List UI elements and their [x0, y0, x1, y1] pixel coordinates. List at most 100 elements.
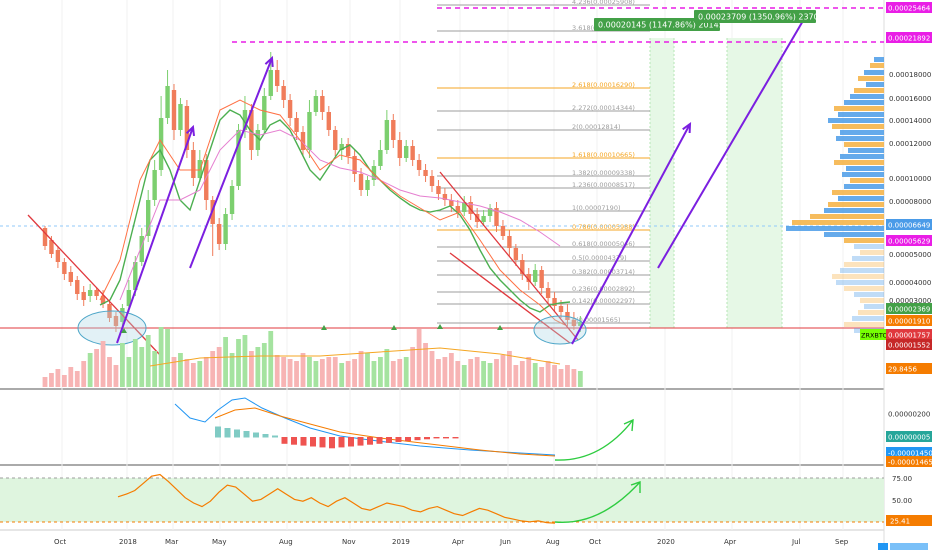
price-tag-text: 0.00021892	[888, 35, 930, 43]
candle-body	[378, 150, 383, 166]
volume-bar	[539, 367, 545, 387]
volume-profile-bar	[850, 178, 884, 183]
volume-bar	[494, 359, 499, 387]
volume-bar	[313, 361, 319, 387]
volume-bar	[190, 363, 196, 387]
macd-tag	[886, 447, 932, 458]
volume-bar	[378, 357, 383, 387]
price-tag	[886, 219, 932, 230]
fib-level-label: 1.618(0.00010665)	[572, 151, 635, 159]
macd-histogram-bar	[405, 437, 411, 442]
macd-histogram-bar	[300, 437, 307, 446]
trendline-red	[449, 252, 571, 344]
volume-bar	[236, 339, 241, 387]
volume-profile-bar	[824, 208, 884, 213]
candle-body	[133, 262, 138, 290]
volume-profile-bar	[836, 280, 884, 285]
candle-body	[462, 202, 467, 212]
volume-bar	[319, 359, 325, 387]
volume-profile-bar	[852, 316, 884, 321]
candle-body	[384, 120, 390, 150]
candle-body	[313, 96, 319, 112]
volume-bar	[358, 351, 364, 387]
volume-bar	[249, 351, 254, 387]
candle-body	[410, 146, 415, 160]
volume-bar	[61, 375, 67, 387]
fib-level-label: 0.236(0.00002892)	[572, 285, 635, 293]
volume-bar	[558, 369, 564, 387]
volume-bar	[403, 357, 409, 387]
volume-profile-bar	[828, 202, 884, 207]
volume-profile-bar	[824, 232, 884, 237]
volume-bar	[345, 361, 351, 387]
candle-body	[184, 106, 190, 150]
moving-average-pink	[119, 129, 561, 301]
volume-profile-bar	[858, 76, 884, 81]
time-axis-label: 2018	[119, 538, 137, 546]
price-tag	[886, 303, 932, 314]
projection-arrow	[657, 13, 808, 269]
macd-tag	[886, 431, 932, 442]
candle-body	[255, 130, 261, 150]
price-tag	[886, 235, 932, 246]
candle-body	[333, 130, 338, 150]
candle-body	[68, 272, 73, 282]
volume-bar	[132, 339, 138, 387]
rsi-tick-label: 50.00	[892, 497, 912, 505]
time-axis-label: 2019	[392, 538, 410, 546]
candle-body	[565, 312, 570, 320]
volume-bar	[526, 357, 532, 387]
price-axis-label: 0.00004000	[889, 279, 931, 287]
macd-histogram-bar	[443, 437, 449, 439]
candle-body	[62, 262, 67, 274]
macd-histogram-bar	[272, 435, 278, 438]
volume-bar	[552, 365, 557, 387]
macd-histogram-bar	[348, 437, 354, 447]
fib-level-label: 0.5(0.00004379)	[572, 254, 627, 262]
volume-profile-bar	[844, 184, 884, 189]
volume-profile-bar	[854, 244, 884, 249]
macd-histogram-bar	[395, 437, 402, 442]
macd-histogram-bar	[376, 437, 383, 444]
price-tag-symbol	[860, 329, 886, 340]
macd-histogram-bar	[319, 437, 326, 448]
volume-bar	[500, 355, 506, 387]
candle-body	[249, 110, 254, 150]
macd-signal-line	[214, 407, 556, 457]
volume-bar	[184, 359, 190, 387]
time-axis-label: Nov	[342, 538, 356, 546]
fib-level-label: 0(0.00001565)	[572, 316, 621, 324]
macd-histogram-bar	[357, 437, 364, 446]
volume-bar	[145, 335, 151, 387]
macd-histogram-bar	[338, 437, 345, 448]
candle-body	[294, 118, 299, 132]
macd-histogram-bar	[281, 437, 288, 444]
candle-body	[339, 144, 344, 150]
candle-body	[500, 226, 506, 236]
volume-bar	[287, 359, 293, 387]
candle-body	[481, 216, 486, 222]
volume-bar	[94, 349, 99, 387]
candle-body	[281, 86, 286, 100]
candle-body	[171, 90, 177, 130]
price-tag	[886, 315, 932, 326]
volume-profile-bar	[866, 82, 884, 87]
volume-bar	[165, 329, 170, 387]
time-axis-label: 2020	[657, 538, 675, 546]
volume-bar	[519, 361, 525, 387]
volume-moving-average	[149, 347, 561, 367]
candle-body	[391, 120, 396, 140]
candle-body	[449, 200, 454, 206]
candle-body	[229, 186, 235, 214]
volume-bar	[171, 357, 177, 387]
candle-body	[152, 170, 157, 200]
volume-bar	[545, 361, 551, 387]
volume-bar	[300, 353, 306, 387]
volume-bar	[507, 351, 512, 387]
volume-bar	[261, 343, 267, 387]
volume-profile-bar	[844, 262, 884, 267]
volume-bar	[571, 369, 577, 387]
price-axis-label: 0.00005000	[889, 251, 931, 259]
volume-bar	[429, 351, 435, 387]
volume-bar	[100, 341, 106, 387]
